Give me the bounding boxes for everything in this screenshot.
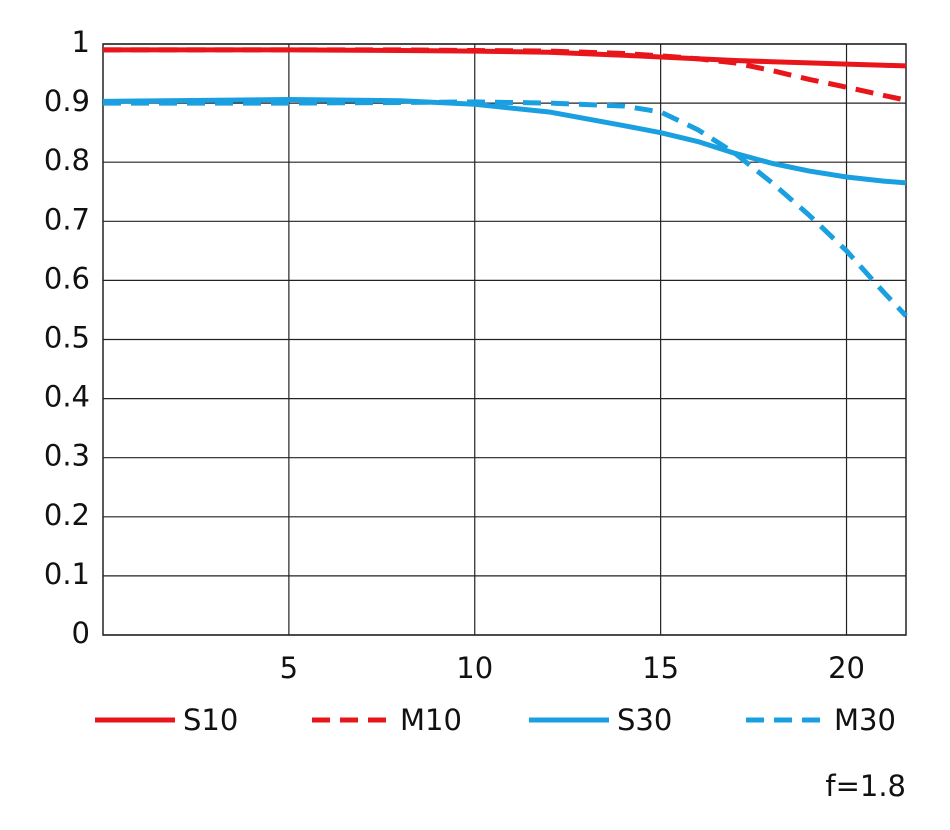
legend-label: S10 (183, 703, 238, 737)
x-tick-label: 15 (642, 651, 679, 685)
series-line (102, 97, 907, 186)
y-tick-label: 0.7 (44, 202, 90, 236)
x-tick-label: 20 (828, 651, 865, 685)
y-tick-label: 0.3 (44, 439, 90, 473)
y-tick-label: 0.8 (44, 143, 90, 177)
plot-frame (102, 43, 907, 636)
legend-label: M10 (400, 703, 462, 737)
y-tick-label: 0.2 (44, 498, 90, 532)
y-tick-label: 0.6 (44, 261, 90, 295)
x-tick-label: 5 (280, 651, 298, 685)
y-tick-label: 0.4 (44, 380, 90, 414)
legend-label: S30 (617, 703, 672, 737)
legend-label: M30 (834, 703, 896, 737)
y-tick-label: 0.5 (44, 321, 90, 355)
y-tick-label: 0.9 (44, 84, 90, 118)
series-line (103, 47, 907, 103)
y-tick-label: 0.1 (44, 557, 90, 591)
y-tick-label: 1 (72, 25, 90, 59)
y-tick-label: 0 (72, 616, 90, 650)
series-line (103, 99, 908, 318)
annotation: f=1.8 (825, 769, 906, 803)
x-tick-label: 10 (456, 651, 493, 685)
